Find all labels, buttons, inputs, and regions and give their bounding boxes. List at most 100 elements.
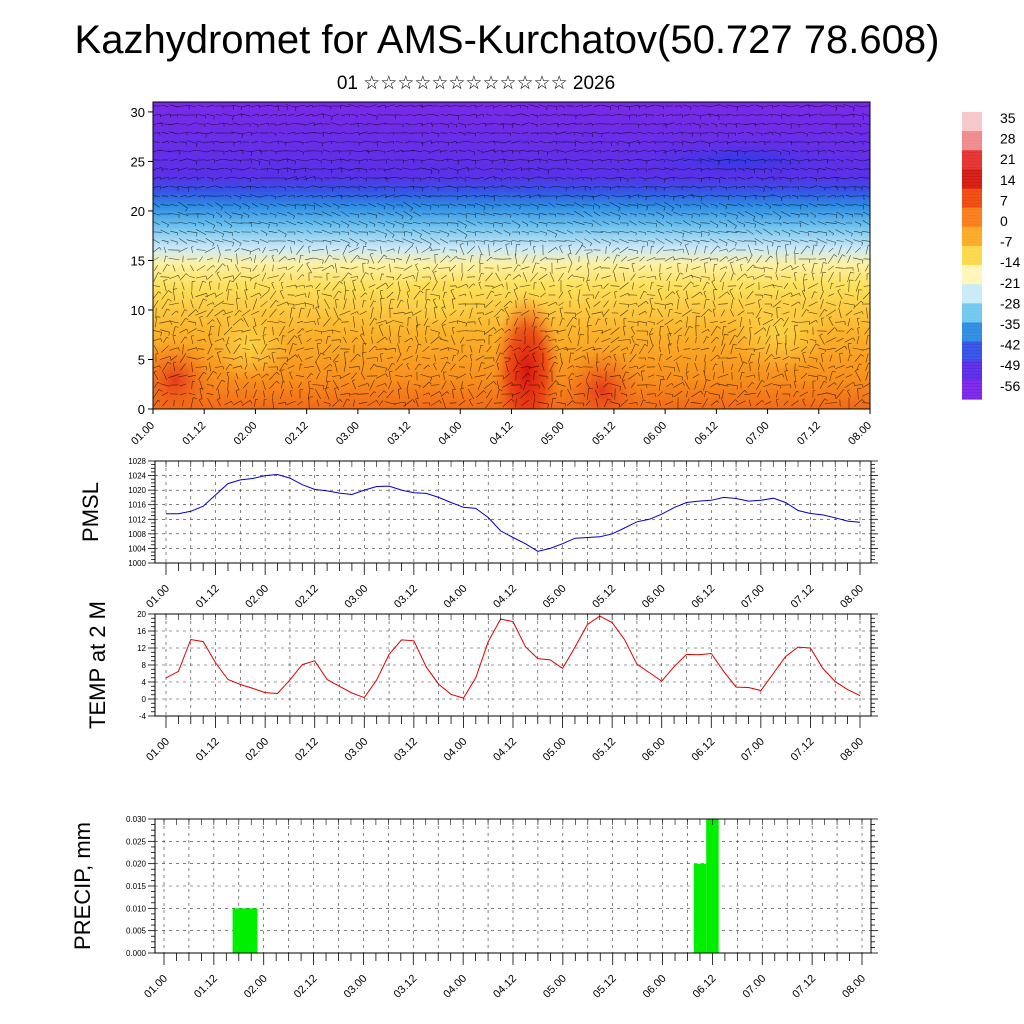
wind-barb [512,347,520,351]
wind-barb [313,202,323,208]
wind-barb [811,291,815,299]
wind-barb [332,354,340,362]
wind-barb-flag [401,215,404,220]
wind-barb-flag [394,348,396,352]
wind-barb-flag [790,178,792,183]
wind-barb [153,122,162,126]
wind-barb [745,104,755,108]
wind-barb-flag [338,318,342,321]
wind-barb-flag [629,339,631,344]
wind-barb [513,317,519,327]
wind-barb [704,316,706,328]
wind-barb [350,255,358,263]
wind-barb [232,318,242,326]
wind-barb [618,114,630,116]
wind-barb [233,194,241,198]
wind-barb [782,222,790,224]
wind-barb [267,168,279,170]
wind-barb [483,239,495,243]
y-tick-label: -4 [139,712,147,721]
wind-barb [682,258,692,260]
x-tick-label: 04.12 [491,973,519,1001]
grid [155,818,871,954]
wind-barb [388,336,392,344]
wind-barb-flag [509,329,511,332]
wind-barb [313,185,323,189]
wind-barb-flag [857,317,860,319]
wind-barb-flag [268,287,270,292]
wind-barb [808,185,818,189]
wind-barb [449,176,457,180]
wind-barb [700,230,710,234]
wind-barb [816,159,828,161]
wind-barb [191,246,193,254]
x-tick-label: 05.00 [539,420,567,448]
wind-barb [316,372,320,380]
wind-barb [818,150,826,152]
wind-barb [350,266,358,270]
wind-barb [816,238,828,244]
wind-barb [844,382,854,388]
wind-barb [367,212,377,216]
wind-barb [583,211,593,217]
wind-barb [277,212,287,216]
wind-barb-flag [789,161,792,165]
wind-barb [332,281,340,291]
wind-barb [726,204,738,206]
wind-barb-flag [672,256,676,260]
wind-barb [604,363,608,371]
wind-barb-flag [851,214,853,218]
wind-barb [431,141,439,143]
wind-barb-flag [301,307,305,310]
wind-barb-flag [707,329,710,332]
wind-barb [254,399,256,407]
wind-barb [764,113,772,117]
wind-barb [726,150,738,152]
wind-barb [682,149,692,153]
wind-barb [478,362,482,372]
wind-barb [258,355,270,361]
wind-barb [780,292,792,298]
wind-barb [332,258,340,260]
wind-barb-flag [754,169,756,174]
wind-barb [180,318,186,326]
wind-barb [458,150,466,152]
wind-barb [521,132,529,134]
wind-barb [386,291,394,299]
wind-barb [645,158,657,162]
wind-barb [618,339,630,341]
wind-barb-flag [784,370,789,372]
wind-barb-flag [464,225,467,229]
wind-barb [746,264,754,272]
wind-barb [807,141,819,143]
wind-barb [206,302,214,306]
wind-barb-flag [797,196,799,199]
wind-barb [187,194,197,198]
wind-barb [169,320,179,324]
wind-barb [852,113,864,117]
wind-barb-flag [706,298,710,301]
wind-barb [278,114,286,116]
wind-barb [664,185,674,189]
wind-barb-flag [302,152,304,155]
wind-barb [775,290,779,300]
wind-barb [861,321,870,323]
wind-barb [169,104,179,108]
wind-barb [232,272,242,282]
wind-barb [558,272,564,282]
wind-barb [182,344,184,354]
wind-barb [153,300,159,308]
wind-barb [510,312,522,314]
wind-barb-flag [176,232,178,236]
wind-barb-flag [314,176,316,181]
wind-barb [703,298,707,310]
wind-barb-flag [660,378,665,381]
wind-barb [449,256,457,262]
wind-barb [360,281,366,291]
wind-barb-flag [217,351,222,353]
wind-barb [528,346,540,352]
wind-barb [839,353,841,363]
wind-barb [260,141,268,143]
wind-barb [439,141,449,143]
wind-barb [313,220,323,226]
